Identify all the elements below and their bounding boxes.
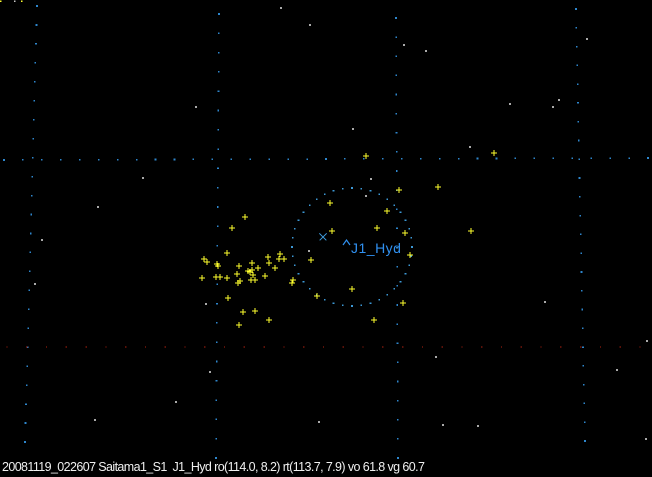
radiant-label: J1_Hyd <box>351 240 402 256</box>
status-bar-text: 20081119_022607 Saitama1_S1 J1_Hyd ro(11… <box>2 460 425 474</box>
